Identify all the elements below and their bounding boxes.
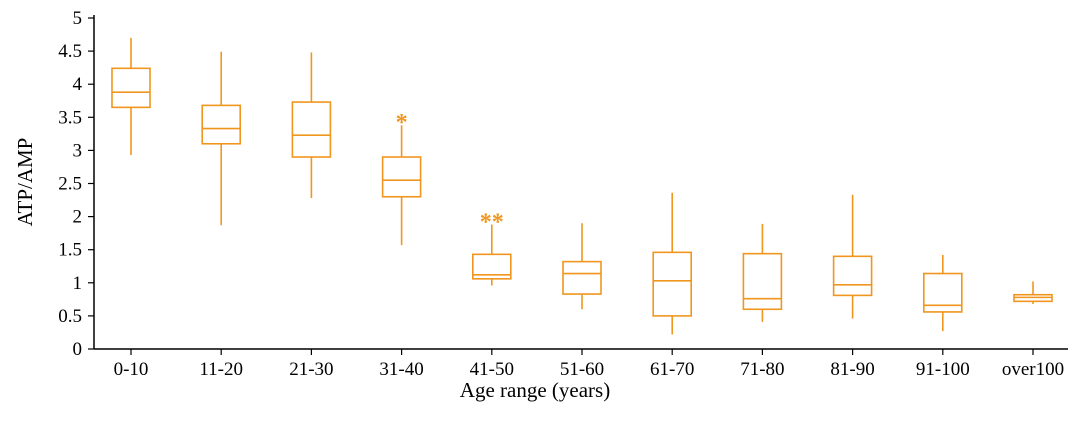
- box-iqr: [381, 156, 422, 198]
- y-tick-label: 1.5: [58, 240, 82, 261]
- y-tick-label: 3: [73, 140, 83, 161]
- box-iqr: [291, 101, 332, 158]
- y-axis-title: ATP/AMP: [13, 138, 37, 227]
- x-tick-label: over100: [1002, 359, 1064, 380]
- y-tick-label: 3.5: [58, 107, 82, 128]
- box-over100: [1013, 281, 1053, 304]
- box-41-50: [471, 224, 512, 286]
- x-tick-label: 71-80: [740, 359, 784, 380]
- x-axis-title: Age range (years): [460, 378, 610, 402]
- box-iqr: [832, 255, 873, 297]
- box-11-20: [201, 51, 241, 226]
- y-tick-label: 0: [73, 339, 83, 360]
- box-iqr: [471, 253, 512, 280]
- x-tick-label: 0-10: [114, 359, 149, 380]
- box-iqr: [562, 260, 602, 295]
- y-axis-ticks: 0 0.5 1 1.5 2 2.5 3 3.5 4 4.5 5: [58, 8, 94, 360]
- x-tick-label: 11-20: [199, 359, 243, 380]
- box-21-30: [291, 52, 332, 199]
- box-91-100: [922, 254, 963, 332]
- box-iqr: [201, 104, 241, 145]
- box-0-10: [111, 37, 151, 156]
- box-71-80: [742, 223, 783, 322]
- y-tick-label: 5: [73, 8, 83, 29]
- x-tick-label: 21-30: [289, 359, 333, 380]
- y-tick-label: 1: [73, 273, 83, 294]
- y-tick-label: 2.5: [58, 174, 82, 195]
- y-tick-label: 4.5: [58, 41, 82, 62]
- box-series: [111, 37, 1053, 335]
- x-axis-ticks: 0-10 11-20 21-30 31-40 41-50 51-60 61-70 71-80 8…: [114, 349, 1064, 380]
- x-tick-label: 91-100: [916, 359, 970, 380]
- box-iqr: [742, 252, 783, 311]
- x-tick-label: 61-70: [650, 359, 694, 380]
- box-iqr: [652, 251, 693, 317]
- y-tick-label: 2: [73, 207, 83, 228]
- box-iqr: [922, 272, 963, 313]
- x-tick-label: 51-60: [560, 359, 604, 380]
- y-tick-label: 0.5: [58, 306, 82, 327]
- box-81-90: [832, 194, 873, 319]
- significance-marker: *: [396, 110, 408, 136]
- box-51-60: [562, 223, 602, 310]
- x-tick-label: 31-40: [379, 359, 423, 380]
- y-tick-label: 4: [73, 74, 83, 95]
- x-tick-label: 41-50: [470, 359, 514, 380]
- box-iqr: [111, 67, 151, 109]
- x-tick-label: 81-90: [830, 359, 874, 380]
- significance-annotations: ***: [396, 110, 504, 235]
- box-61-70: [652, 192, 693, 335]
- box-31-40: [381, 125, 422, 246]
- significance-marker: **: [480, 209, 504, 235]
